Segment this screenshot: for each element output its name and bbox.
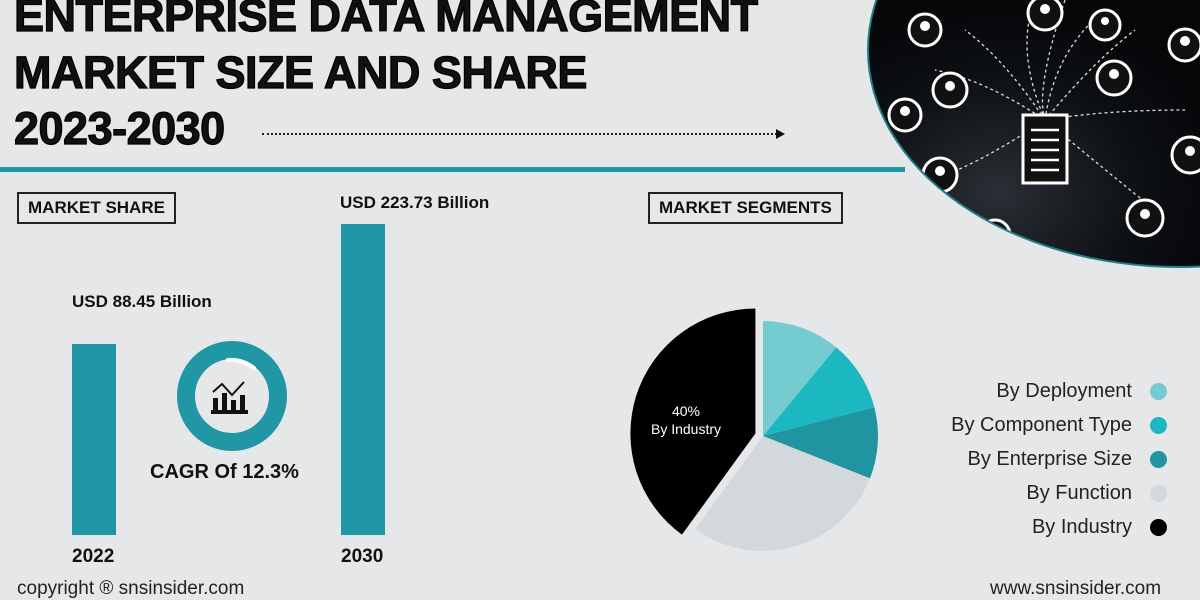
title-line-1: ENTERPRISE DATA MANAGEMENT <box>13 0 758 41</box>
cagr-text: CAGR Of 12.3% <box>150 461 299 483</box>
legend-item: By Enterprise Size <box>967 448 1167 471</box>
legend-label: By Industry <box>1031 516 1132 538</box>
bar-2030 <box>341 224 385 535</box>
header-divider <box>0 167 905 172</box>
legend-swatch-icon <box>1150 485 1167 502</box>
legend-item: By Component Type <box>951 414 1167 437</box>
pie-slice-by-function <box>695 436 870 552</box>
pie-annotation-value: 40% <box>671 403 701 419</box>
legend-label: By Enterprise Size <box>967 448 1132 470</box>
cagr-ring-icon <box>177 341 287 451</box>
x-label-2022: 2022 <box>72 546 115 567</box>
growth-chart-icon <box>211 381 248 414</box>
title-line-2: MARKET SIZE AND SHARE <box>13 47 588 98</box>
legend-swatch-icon <box>1150 451 1167 468</box>
pie-annotation: 40% By Industry <box>640 402 732 438</box>
legend-item: By Deployment <box>996 380 1167 403</box>
bar-2022 <box>72 344 116 535</box>
pie-slice-by-component-type <box>763 347 875 436</box>
legend-label: By Function <box>1026 482 1132 504</box>
legend-label: By Deployment <box>996 380 1132 402</box>
pie-legend: By Deployment By Component Type By Enterpr… <box>900 380 1167 550</box>
title-line-3: 2023-2030 <box>13 103 225 154</box>
pie-slice-by-deployment <box>763 321 837 436</box>
pie-slice-by-industry <box>630 308 756 535</box>
legend-swatch-icon <box>1150 417 1167 434</box>
pie-slice-by-enterprise-size <box>763 407 878 479</box>
dotted-arrow-line <box>262 133 777 135</box>
legend-swatch-icon <box>1150 519 1167 536</box>
legend-item: By Industry <box>1032 516 1167 539</box>
pie-annotation-label: By Industry <box>650 421 722 437</box>
legend-label: By Component Type <box>951 414 1132 436</box>
market-share-label: MARKET SHARE <box>17 192 176 224</box>
document-icon <box>1021 113 1069 185</box>
legend-item: By Function <box>1026 482 1167 505</box>
x-label-2030: 2030 <box>341 546 384 567</box>
bar-label-2030: USD 223.73 Billion <box>340 193 490 212</box>
bar-label-2022: USD 88.45 Billion <box>72 292 212 311</box>
website-text: www.snsinsider.com <box>990 578 1162 599</box>
copyright-text: copyright ® snsinsider.com <box>17 578 245 599</box>
arrow-head-icon <box>776 129 785 139</box>
market-segments-label: MARKET SEGMENTS <box>648 192 843 224</box>
segments-pie-chart <box>630 308 878 552</box>
network-hero-image <box>867 0 1200 268</box>
legend-swatch-icon <box>1150 383 1167 400</box>
